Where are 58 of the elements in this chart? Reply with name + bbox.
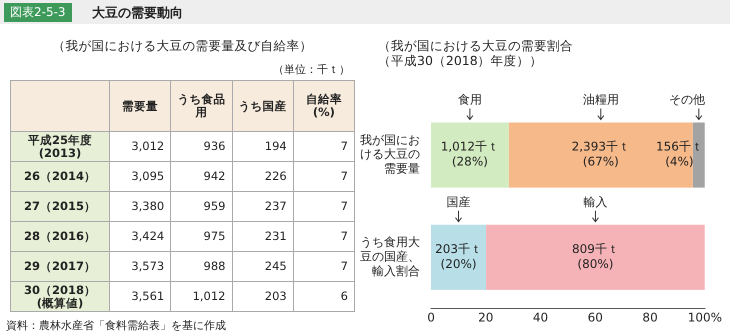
data-label: 7 [293, 132, 354, 162]
series-label: 輸入 [583, 194, 608, 209]
data-label: 245 [232, 252, 294, 282]
text: 資料：農林水産省「食料需給表」を基に作成 [6, 318, 226, 333]
chart-title: （我が国における大豆の需要割合（平成30（2018）年度）） [378, 38, 574, 68]
data-label: 975 [170, 222, 232, 252]
x-tick-label: 0 [427, 310, 435, 325]
x-tick-label: 100% [688, 310, 722, 325]
data-label: 203千ｔ (20%) [435, 242, 482, 271]
data-label: 1,012千ｔ (28%) [440, 140, 500, 169]
x-tick-label: 60 [588, 310, 603, 325]
y-tick-label: 平成25年度(2013) [10, 132, 110, 162]
data-label: 988 [170, 252, 232, 282]
x-tick-label: うち国産 [232, 80, 294, 132]
x-tick-label: 需要量 [110, 80, 171, 132]
series-label: 食用 [458, 92, 482, 107]
data-label: 7 [293, 252, 354, 282]
x-tick-label: 自給率(%) [293, 80, 354, 132]
x-tick-label: 20 [478, 310, 494, 325]
series-label: 油糧用 [582, 92, 619, 107]
y-tick-label: 我が国における大豆の需要量 [360, 132, 420, 176]
text: 大豆の需要動向 [92, 5, 183, 22]
data-label: 3,095 [110, 162, 171, 192]
data-label: 6 [293, 282, 354, 312]
chart-title: （我が国における大豆の需要量及び自給率） [52, 38, 314, 55]
x-tick-label: 80 [642, 310, 658, 325]
data-label: 942 [170, 162, 232, 192]
data-label: 3,424 [110, 222, 171, 252]
data-label: 936 [170, 132, 232, 162]
x-tick-label: うち食品用 [170, 80, 232, 132]
x-tick-label: 40 [532, 310, 548, 325]
data-label: 2,393千ｔ (67%) [572, 140, 630, 169]
text: 図表2-5-3 [4, 3, 72, 22]
data-label: 3,573 [110, 252, 171, 282]
y-tick-label: 27（2015） [10, 192, 110, 222]
data-label: 231 [232, 222, 294, 252]
chart-subtitle: （単位：千ｔ） [272, 62, 350, 77]
data-label: 3,012 [110, 132, 171, 162]
data-label: 959 [170, 192, 232, 222]
data-label: 194 [232, 132, 294, 162]
data-label: 3,561 [110, 282, 171, 312]
data-label: 809千ｔ (80%) [572, 242, 619, 271]
y-tick-label: 29（2017） [10, 252, 110, 282]
y-tick-label: うち食用大豆の国産、輸入割合 [360, 235, 420, 278]
y-tick-label: 30（2018）(概算値) [10, 282, 110, 312]
data-label: 203 [232, 282, 294, 312]
y-tick-label: 28（2016） [10, 222, 110, 252]
data-label: 7 [293, 162, 354, 192]
data-label: 156千ｔ (4%) [656, 140, 703, 169]
data-label: 237 [232, 192, 294, 222]
data-label: 7 [293, 192, 354, 222]
series-label: その他 [668, 92, 705, 107]
y-tick-label: 26（2014） [10, 162, 110, 192]
data-label: 1,012 [170, 282, 232, 312]
series-label: 国産 [446, 194, 471, 209]
data-label: 226 [232, 162, 294, 192]
data-label: 3,380 [110, 192, 171, 222]
data-label: 7 [293, 222, 354, 252]
